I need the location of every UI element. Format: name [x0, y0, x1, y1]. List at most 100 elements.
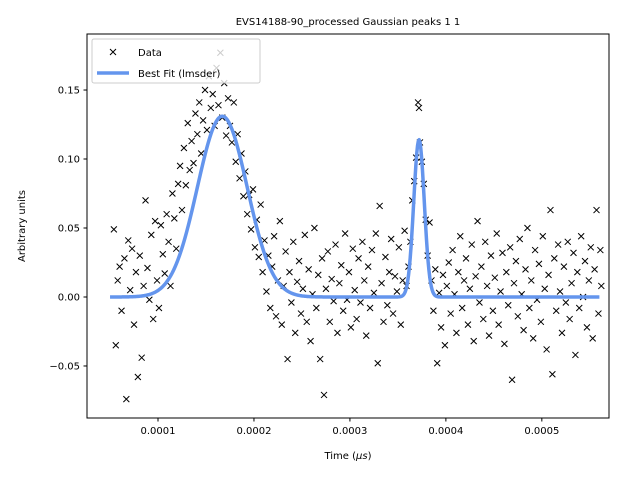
data-point	[357, 299, 364, 306]
data-point	[393, 288, 401, 295]
data-point	[397, 321, 405, 328]
legend-x-marker-icon	[109, 48, 117, 56]
data-point	[149, 315, 157, 323]
data-point	[347, 323, 355, 331]
x-tick-label: 0.0002	[236, 426, 271, 437]
data-point	[263, 288, 270, 295]
data-point	[316, 355, 324, 363]
data-point	[124, 237, 132, 244]
data-point	[336, 279, 343, 287]
data-point	[464, 321, 472, 328]
data-point	[201, 86, 209, 94]
x-axis-label-s: s	[362, 451, 367, 462]
plot-area	[109, 49, 605, 403]
data-point	[395, 243, 403, 251]
data-point	[372, 230, 380, 237]
data-point	[385, 268, 393, 276]
data-point	[312, 304, 320, 312]
data-point	[270, 232, 278, 240]
data-point	[524, 224, 531, 232]
best-fit-line	[109, 114, 601, 299]
data-point	[243, 210, 251, 218]
data-point	[126, 286, 134, 294]
data-point	[222, 132, 230, 139]
data-point	[501, 340, 508, 348]
data-point	[186, 166, 194, 174]
data-point	[510, 279, 518, 287]
data-point	[207, 104, 215, 112]
data-point	[330, 297, 337, 305]
y-axis: −0.05 0.00 0.05 0.10 0.15	[49, 86, 87, 372]
data-point	[445, 259, 453, 266]
data-point	[489, 307, 497, 315]
data-point	[439, 271, 447, 279]
data-point	[178, 206, 186, 214]
data-point	[360, 277, 368, 284]
data-point	[376, 202, 384, 210]
data-point	[539, 232, 547, 240]
data-point	[232, 158, 240, 166]
data-point	[549, 370, 556, 378]
data-point	[545, 271, 552, 279]
data-point	[328, 275, 336, 283]
x-tick-label: 0.0003	[332, 426, 367, 437]
data-point	[382, 253, 389, 261]
data-point	[114, 277, 122, 284]
data-point	[556, 288, 564, 295]
data-point	[485, 332, 493, 339]
data-point	[401, 227, 408, 235]
chart-title: EVS14188-90_processed Gaussian peaks 1 1	[236, 17, 461, 28]
data-point	[282, 248, 289, 255]
data-point	[118, 307, 125, 315]
data-point	[368, 246, 376, 254]
x-axis-label-close: )	[368, 451, 372, 462]
data-point	[560, 263, 568, 270]
data-point	[366, 304, 374, 312]
data-point	[128, 245, 136, 253]
axes-frame	[86, 33, 610, 419]
data-point	[224, 94, 232, 102]
data-point	[349, 245, 357, 253]
data-point	[493, 230, 501, 237]
data-point	[462, 255, 470, 262]
data-point	[140, 282, 147, 290]
data-point	[112, 341, 120, 349]
data-point	[364, 263, 372, 270]
data-point	[293, 278, 301, 286]
data-point	[374, 359, 382, 367]
data-point	[289, 238, 297, 246]
data-point	[558, 329, 566, 337]
data-point	[508, 376, 516, 384]
data-point	[351, 286, 359, 294]
data-point	[266, 304, 274, 312]
data-point	[526, 304, 533, 312]
data-point	[575, 304, 583, 312]
y-tick-label: −0.05	[49, 361, 80, 372]
data-point	[190, 159, 197, 167]
y-tick-label: 0.00	[58, 292, 80, 303]
data-point	[562, 299, 570, 306]
data-point	[362, 332, 370, 339]
data-point	[476, 299, 483, 306]
data-point	[370, 289, 378, 297]
data-point	[441, 341, 449, 349]
data-point	[527, 277, 535, 284]
data-point	[272, 312, 280, 320]
data-point	[147, 231, 155, 239]
data-point	[520, 326, 527, 334]
data-point	[299, 285, 307, 293]
x-axis-label: Time (μs)	[323, 451, 371, 462]
data-point	[176, 162, 184, 170]
data-point	[597, 282, 605, 290]
data-point	[414, 99, 422, 106]
data-point	[136, 252, 144, 259]
data-point	[447, 310, 455, 317]
data-point	[138, 354, 146, 362]
data-point	[199, 117, 207, 124]
data-point	[443, 282, 451, 290]
data-point	[458, 304, 466, 312]
data-point	[566, 315, 574, 323]
data-point	[184, 119, 192, 127]
data-point	[259, 268, 266, 276]
